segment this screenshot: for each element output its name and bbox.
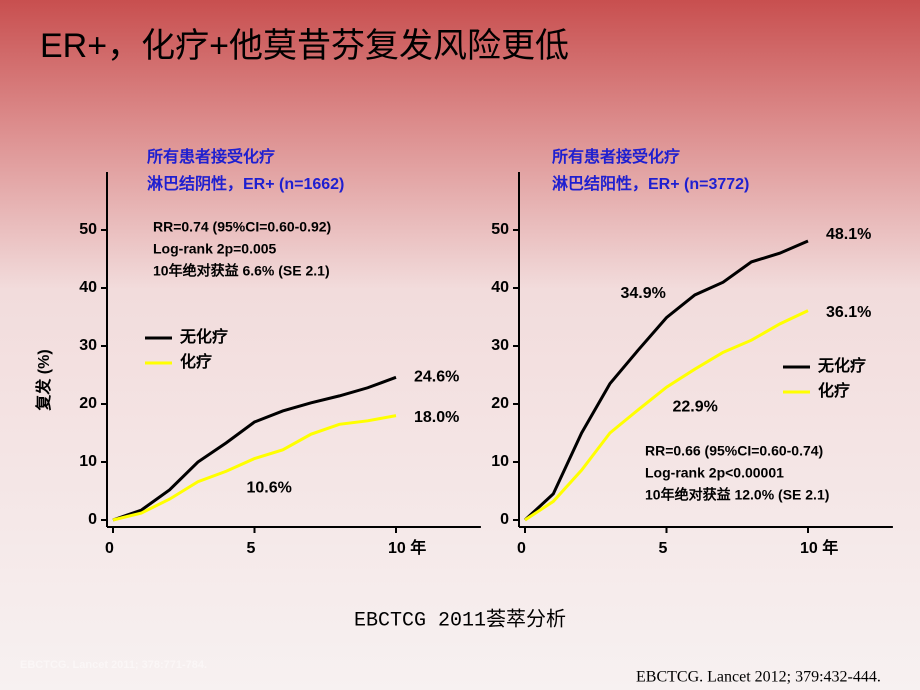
slide-title: ER+，化疗+他莫昔芬复发风险更低 <box>40 27 569 65</box>
series-line <box>523 239 809 522</box>
x-tick-label: 10 年 <box>388 538 426 557</box>
annotation: 10年绝对获益 12.0% (SE 2.1) <box>645 487 829 503</box>
citation: EBCTCG. Lancet 2012; 379:432-444. <box>636 669 881 686</box>
legend-label: 无化疗 <box>817 356 866 375</box>
x-tick-label: 5 <box>659 540 668 557</box>
x-tick-label: 10 年 <box>800 538 838 557</box>
y-tick-label: 40 <box>491 279 509 296</box>
legend-label: 化疗 <box>180 352 212 371</box>
legend-label: 化疗 <box>818 381 850 400</box>
legend-label: 无化疗 <box>179 327 228 346</box>
value-label: 10.6% <box>247 480 292 497</box>
annotation: RR=0.66 (95%CI=0.60-0.74) <box>645 443 823 459</box>
value-label: 24.6% <box>414 369 459 386</box>
annotation: 10年绝对获益 6.6% (SE 2.1) <box>153 263 330 279</box>
subtitle: 所有患者接受化疗 <box>552 147 680 166</box>
y-tick-label: 30 <box>491 337 509 354</box>
y-tick-label: 50 <box>491 221 509 238</box>
subtitle: 所有患者接受化疗 <box>147 147 275 166</box>
caption: EBCTCG 2011荟萃分析 <box>354 607 566 632</box>
value-label: 18.0% <box>414 409 459 426</box>
y-axis-label: 复发 (%) <box>34 349 53 411</box>
x-tick-label: 5 <box>247 540 256 557</box>
series-line <box>112 375 397 522</box>
series-line <box>524 309 809 522</box>
value-label: 22.9% <box>673 398 718 415</box>
x-tick-label: 0 <box>105 540 114 557</box>
y-tick-label: 0 <box>500 511 509 528</box>
y-tick-label: 10 <box>79 453 97 470</box>
citation-faint: EBCTCG. Lancet 2011; 378:771-784. <box>20 659 207 671</box>
y-tick-label: 20 <box>491 395 509 412</box>
subtitle: 淋巴结阴性，ER+ (n=1662) <box>147 174 344 193</box>
y-tick-label: 40 <box>79 279 97 296</box>
value-label: 48.1% <box>826 226 871 243</box>
y-tick-label: 10 <box>491 453 509 470</box>
annotation: RR=0.74 (95%CI=0.60-0.92) <box>153 219 331 235</box>
annotation: Log-rank 2p<0.00001 <box>645 465 784 481</box>
y-tick-label: 20 <box>79 395 97 412</box>
value-label: 34.9% <box>621 285 666 302</box>
y-tick-label: 30 <box>79 337 97 354</box>
y-tick-label: 50 <box>79 221 97 238</box>
y-tick-label: 0 <box>88 511 97 528</box>
series-line <box>112 414 397 522</box>
value-label: 36.1% <box>826 304 871 321</box>
x-tick-label: 0 <box>517 540 526 557</box>
annotation: Log-rank 2p=0.005 <box>153 241 277 257</box>
subtitle: 淋巴结阳性，ER+ (n=3772) <box>552 174 749 193</box>
